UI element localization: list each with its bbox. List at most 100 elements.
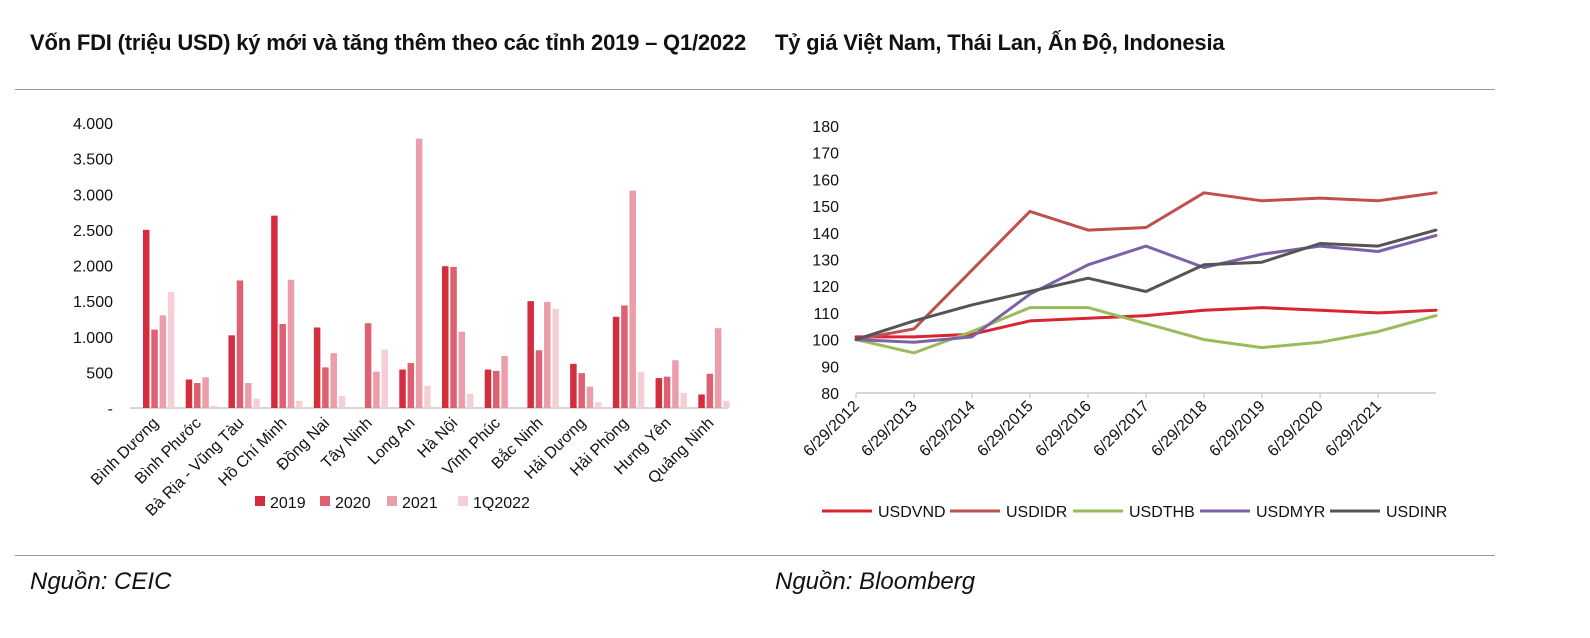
exchange-rate-line-chart: 80 90 100 110 120 130 140 150 160 170 180 6/29/2012…	[800, 119, 1447, 521]
series-line-usdidr	[854, 191, 1438, 342]
bar	[680, 393, 687, 408]
line-x-tick-label: 6/29/2021	[1323, 398, 1385, 460]
bar-y-tick-label: 2.000	[73, 259, 113, 276]
bar-y-tick-label: -	[108, 401, 113, 418]
bar	[159, 315, 167, 408]
line-x-tick-label: 6/29/2015	[974, 398, 1036, 460]
line-x-tick-label: 6/29/2012	[800, 398, 862, 460]
bar	[655, 378, 663, 408]
line-x-tick-label: 6/29/2013	[858, 398, 920, 460]
bar	[706, 373, 714, 408]
fdi-bar-chart: -5001.0001.5002.0002.5003.0003.5004.000B…	[73, 116, 730, 520]
left-source-note: Nguồn: CEIC	[30, 568, 172, 595]
bar	[458, 331, 466, 408]
bar	[296, 400, 303, 408]
bar-y-tick-label: 4.000	[73, 116, 113, 133]
line-y-tick-label: 130	[812, 253, 839, 270]
bar	[271, 215, 278, 408]
bar	[338, 395, 346, 408]
bar-y-tick-label: 2.500	[73, 223, 113, 240]
bar	[143, 229, 150, 408]
line-x-tick-label: 6/29/2016	[1033, 398, 1095, 460]
bar	[245, 383, 252, 408]
bar	[415, 138, 423, 409]
bar	[570, 363, 577, 408]
bar	[723, 400, 730, 408]
bar-y-tick-label: 3.500	[73, 152, 113, 169]
line-x-tick-label: 6/29/2019	[1206, 398, 1268, 460]
legend-label: USDINR	[1386, 504, 1447, 521]
bar	[194, 383, 201, 408]
bar	[236, 280, 244, 408]
line-x-tick-label: 6/29/2017	[1090, 398, 1152, 460]
legend-swatch	[255, 496, 265, 506]
bar	[330, 353, 337, 408]
bar	[466, 393, 474, 408]
bar	[185, 379, 193, 408]
bar	[672, 360, 679, 408]
bar	[484, 369, 492, 408]
bar	[493, 370, 500, 408]
legend-label: 2020	[335, 495, 371, 512]
legend-label: 2019	[270, 495, 306, 512]
bar	[527, 301, 534, 408]
bar	[663, 376, 671, 408]
legend-swatch	[458, 496, 468, 506]
line-y-tick-label: 120	[812, 279, 839, 296]
line-x-tick-label: 6/29/2014	[916, 398, 978, 460]
bar	[381, 349, 388, 408]
bar	[621, 305, 628, 408]
bar-y-tick-label: 3.000	[73, 187, 113, 204]
bar	[322, 367, 329, 408]
bar	[586, 386, 594, 408]
legend-swatch	[387, 496, 397, 506]
line-x-tick-label: 6/29/2018	[1148, 398, 1210, 460]
bar	[442, 266, 449, 408]
line-y-tick-label: 140	[812, 226, 839, 243]
line-y-tick-label: 160	[812, 172, 839, 189]
bar	[202, 377, 209, 408]
bar-y-tick-label: 1.500	[73, 294, 113, 311]
line-y-tick-label: 110	[813, 306, 839, 323]
right-source-note: Nguồn: Bloomberg	[775, 568, 976, 595]
line-y-tick-label: 90	[821, 359, 839, 376]
line-y-tick-label: 80	[821, 386, 839, 403]
bar	[279, 323, 286, 408]
bar-y-tick-label: 1.000	[73, 330, 113, 347]
bar	[612, 316, 620, 408]
right-chart-title: Tỷ giá Việt Nam, Thái Lan, Ấn Độ, Indone…	[775, 30, 1225, 55]
bar	[450, 266, 457, 408]
bottom-divider	[15, 555, 1495, 556]
bar	[167, 291, 175, 408]
bar	[501, 355, 508, 408]
top-divider	[15, 89, 1495, 90]
bar	[210, 405, 218, 408]
legend-label: USDTHB	[1129, 504, 1195, 521]
series-line-usdmyr	[854, 234, 1438, 344]
legend-label: 1Q2022	[473, 495, 530, 512]
bar	[578, 373, 585, 408]
bar	[253, 398, 260, 408]
legend-label: USDMYR	[1256, 504, 1325, 521]
bar	[714, 328, 722, 408]
bar	[552, 308, 559, 408]
bar	[698, 394, 705, 408]
bar	[535, 350, 543, 408]
bar	[407, 363, 415, 408]
bar-y-tick-label: 500	[86, 365, 113, 382]
line-y-tick-label: 150	[812, 199, 839, 216]
bar	[629, 190, 636, 408]
left-chart-title: Vốn FDI (triệu USD) ký mới và tăng thêm …	[30, 30, 747, 55]
bar	[287, 279, 295, 408]
bar	[595, 402, 602, 408]
bar	[151, 329, 158, 408]
bar	[313, 327, 321, 408]
line-y-tick-label: 100	[812, 333, 839, 350]
legend-swatch	[320, 496, 330, 506]
bar	[637, 371, 645, 408]
bar	[364, 323, 372, 408]
bar	[228, 335, 235, 408]
bar	[399, 369, 406, 408]
line-y-tick-label: 170	[812, 146, 839, 163]
bar	[373, 371, 380, 408]
